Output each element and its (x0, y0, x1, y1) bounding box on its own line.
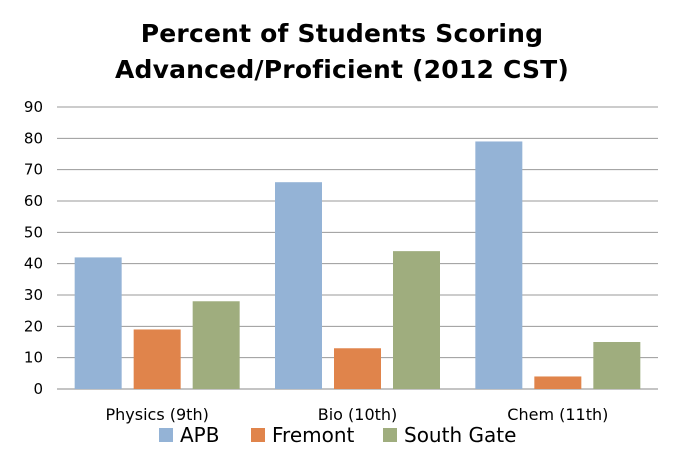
y-tick-label: 90 (24, 98, 43, 116)
x-tick-label: Bio (10th) (318, 405, 398, 424)
y-tick-label: 70 (24, 161, 43, 179)
bar-apb (475, 141, 523, 389)
y-tick-label: 50 (24, 223, 43, 241)
bar-apb (275, 182, 322, 389)
legend-swatch (251, 428, 265, 442)
legend-label: South Gate (404, 423, 516, 447)
legend-label: APB (180, 423, 219, 447)
chart-title: Percent of Students Scoring Advanced/Pro… (0, 16, 684, 88)
y-tick-label: 20 (24, 317, 43, 335)
x-tick-label: Chem (11th) (507, 405, 608, 424)
y-tick-label: 10 (24, 349, 43, 367)
legend-swatch (159, 428, 173, 442)
y-tick-label: 60 (24, 192, 43, 210)
legend-swatch (383, 428, 397, 442)
chart-title-line-1: Percent of Students Scoring (140, 19, 544, 48)
bar-fremont (334, 348, 381, 389)
bar-fremont (534, 376, 582, 389)
y-tick-label: 0 (33, 380, 43, 398)
bar-south-gate (593, 342, 641, 389)
bar-south-gate (393, 251, 440, 389)
bar-fremont (133, 329, 181, 389)
legend-label: Fremont (272, 423, 355, 447)
y-tick-label: 40 (24, 255, 43, 273)
bar-apb (74, 257, 122, 389)
x-tick-label: Physics (9th) (105, 405, 208, 424)
chart-title-line-2: Advanced/Proficient (2012 CST) (114, 55, 570, 84)
y-tick-label: 30 (24, 286, 43, 304)
y-tick-label: 80 (24, 129, 43, 147)
bar-south-gate (192, 301, 240, 389)
